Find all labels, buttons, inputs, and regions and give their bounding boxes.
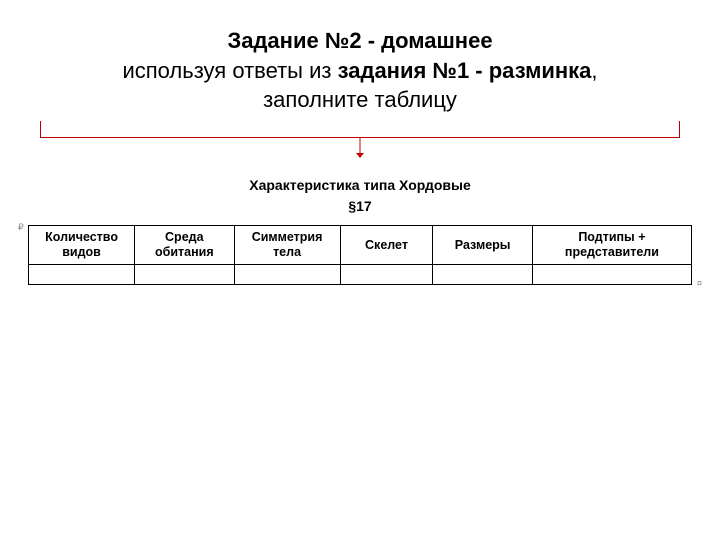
table-header-cell: Размеры [433,226,532,265]
bracket-drop [360,137,361,153]
table-title-line-1: Характеристика типа Хордовые [0,175,720,196]
heading-line-1: Задание №2 - домашнее [40,26,680,56]
table-cell [135,265,234,285]
table-cell [340,265,433,285]
corner-marker-br: ¤ [697,278,702,288]
table-header-cell: Среда обитания [135,226,234,265]
heading-line-3: заполните таблицу [40,85,680,115]
table-cell [234,265,340,285]
table-header-cell: Количество видов [29,226,135,265]
table-row [29,265,692,285]
table-header-cell: Скелет [340,226,433,265]
table-header-cell: Симметрия тела [234,226,340,265]
table-header-row: Количество видов Среда обитания Симметри… [29,226,692,265]
heading-line-2: используя ответы из задания №1 - разминк… [40,56,680,86]
bracket-right-arm [679,121,680,137]
bracket-arrow-tip [356,153,364,158]
heading-line-2-bold: задания №1 - разминка [338,58,592,83]
heading-line-2-post: , [591,58,597,83]
corner-marker-tl: ₽ [18,222,24,233]
bracket [40,121,680,161]
heading-line-2-pre: используя ответы из [122,58,337,83]
bracket-left-arm [40,121,41,137]
table-wrap: ₽ Количество видов Среда обитания Симмет… [28,225,692,285]
table-cell [532,265,691,285]
table-title-line-2: §17 [0,196,720,217]
table-cell [29,265,135,285]
characteristics-table: Количество видов Среда обитания Симметри… [28,225,692,285]
heading-block: Задание №2 - домашнее используя ответы и… [40,26,680,115]
table-cell [433,265,532,285]
table-title: Характеристика типа Хордовые §17 [0,175,720,217]
table-header-cell: Подтипы + представители [532,226,691,265]
